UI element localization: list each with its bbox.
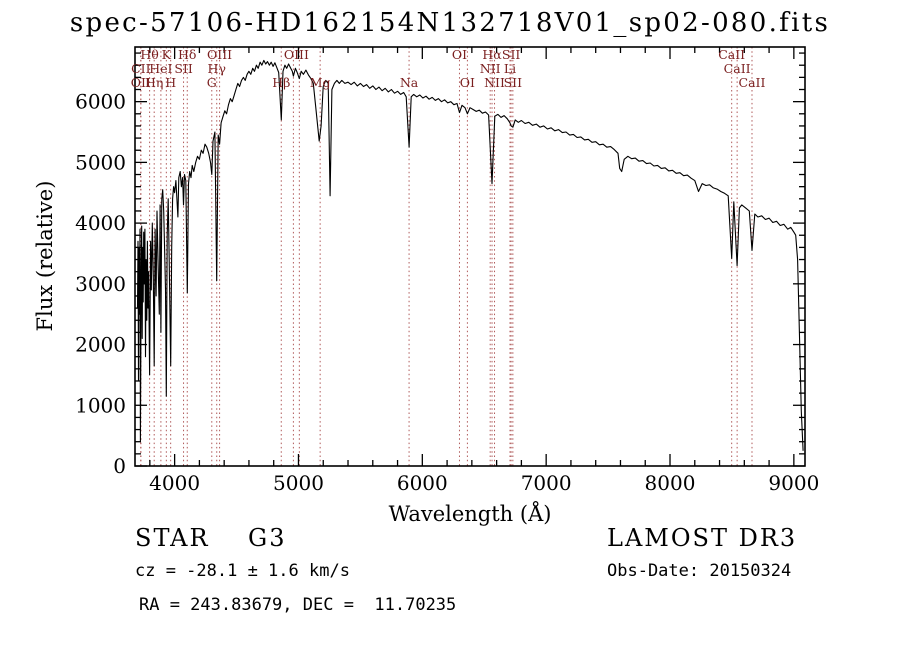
marker-label-SII: SII [502,47,521,62]
y-axis-label: Flux (relative) [33,181,57,332]
marker-label-OIII: OIII [284,47,309,62]
marker-label-OI: OI [460,75,475,90]
marker-label-K: K [162,47,172,62]
marker-label-OI: OI [452,47,467,62]
x-axis-label: Wavelength (Å) [389,501,552,526]
cz-value: cz = -28.1 ± 1.6 km/s [135,561,350,581]
x-tick-label: 9000 [768,471,819,495]
marker-label-OIII: OIII [207,47,232,62]
marker-lines [140,47,753,466]
marker-label-H: H [165,75,176,90]
marker-label-Hη: Hη [145,75,163,90]
marker-label-Mg: Mg [310,75,331,90]
marker-label-SII: SII [174,61,193,76]
marker-label-Hγ: Hγ [208,61,226,76]
x-tick-label: 5000 [273,471,324,495]
marker-label-CaII: CaII [724,61,751,76]
y-tick-label: 1000 [75,393,126,417]
marker-label-CaII: CaII [739,75,766,90]
marker-label-SII: SII [504,75,523,90]
marker-label-Hβ: Hβ [272,75,290,90]
obs-date: Obs-Date: 20150324 [607,561,792,581]
marker-label-Hα: Hα [482,47,502,62]
y-tick-label: 6000 [75,90,126,114]
axis-ticks [135,47,805,467]
marker-label-Hδ: Hδ [178,47,196,62]
axis-frame [134,46,806,467]
y-tick-label: 5000 [75,150,126,174]
marker-label-CII: CII [131,61,151,76]
marker-label-Hθ: Hθ [140,47,158,62]
marker-label-HeI: HeI [149,61,172,76]
tick-labels: 4000 5000 6000 7000 8000 9000 0 1000 2000 3000 400… [75,90,819,495]
survey-label: LAMOST DR3 [607,524,798,552]
y-tick-label: 0 [113,454,126,478]
x-tick-label: 7000 [521,471,572,495]
y-tick-label: 4000 [75,211,126,235]
x-tick-label: 8000 [645,471,696,495]
marker-label-NII: NII [480,61,501,76]
x-tick-label: 6000 [397,471,448,495]
ra-dec-value: RA = 243.83679, DEC = 11.70235 [139,595,457,615]
marker-label-G: G [207,75,217,90]
spectrum-line [136,59,804,451]
marker-label-CaII: CaII [718,47,745,62]
marker-label-NII: NII [484,75,505,90]
y-tick-label: 3000 [75,272,126,296]
y-tick-label: 2000 [75,333,126,357]
marker-label-OII: OII [131,75,151,90]
plot-title: spec-57106-HD162154N132718V01_sp02-080.f… [69,8,831,38]
marker-label-Li: Li [504,61,516,76]
x-tick-label: 4000 [149,471,200,495]
marker-label-Na: Na [400,75,419,90]
object-class-label: STAR G3 [135,524,287,552]
